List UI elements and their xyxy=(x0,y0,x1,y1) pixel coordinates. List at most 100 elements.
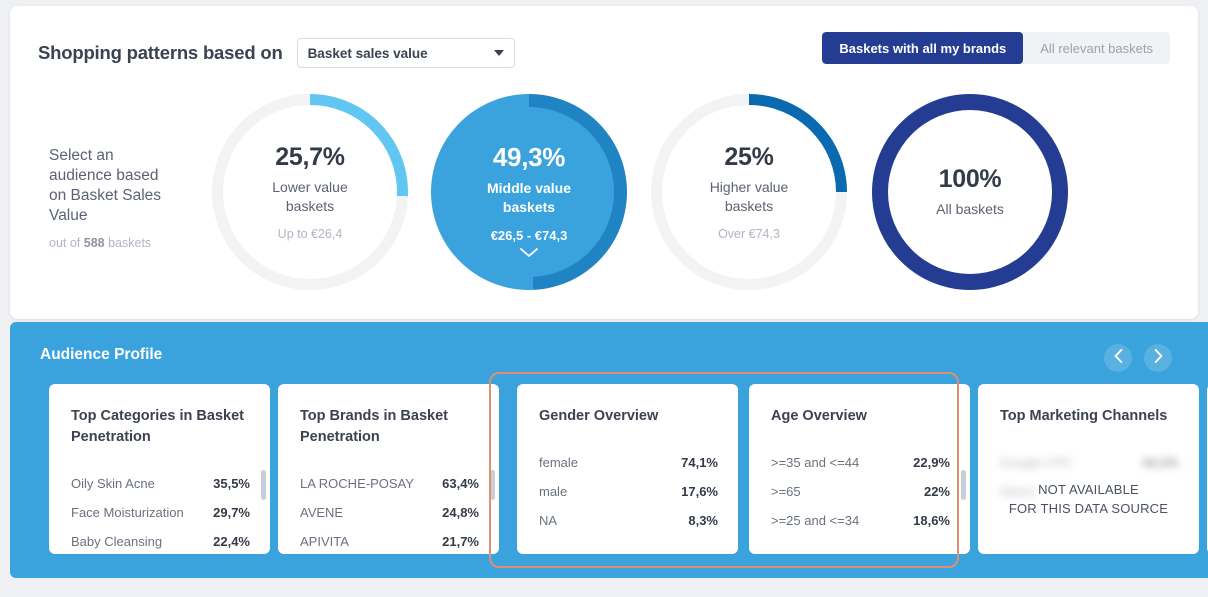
basket-count-note: out of 588 baskets xyxy=(49,236,199,250)
donut-inner-middle: 49,3% Middle value baskets €26,5 - €74,3 xyxy=(444,107,614,277)
list-item: NA 8,3% xyxy=(539,513,718,528)
donut-range-lower: Up to €26,4 xyxy=(277,227,343,241)
donut-percent-lower: 25,7% xyxy=(275,143,345,171)
row-label: >=25 and <=34 xyxy=(771,513,860,528)
row-label: Google CPC xyxy=(1000,455,1073,470)
select-value: Basket sales value xyxy=(307,45,428,61)
donut-label-higher-l2: baskets xyxy=(724,198,774,214)
row-value: 22,4% xyxy=(213,534,250,549)
donut-label-middle: Middle value baskets xyxy=(487,179,571,217)
intro-line-1: Select an xyxy=(49,147,114,164)
card-rows-blurred: Google CPC 44,3% Direct xyxy=(1000,455,1179,499)
unavailable-line-1: NOT AVAILABLE xyxy=(1038,482,1139,497)
card-rows: >=35 and <=44 22,9% >=65 22% >=25 and <=… xyxy=(771,455,950,528)
donut-inner-all: 100% All baskets xyxy=(888,110,1052,274)
carousel-next-button[interactable] xyxy=(1144,344,1172,372)
audience-profile-panel: Audience Profile Top Categories in Baske… xyxy=(10,322,1208,578)
list-item: male 17,6% xyxy=(539,484,718,499)
row-label: >=35 and <=44 xyxy=(771,455,860,470)
donut-middle-value-baskets[interactable]: 49,3% Middle value baskets €26,5 - €74,3 xyxy=(431,94,627,290)
donut-label-lower-l2: baskets xyxy=(285,198,335,214)
card-rows: LA ROCHE-POSAY 63,4% AVENE 24,8% APIVITA… xyxy=(300,476,479,549)
row-value: 17,6% xyxy=(681,484,718,499)
list-item: >=25 and <=34 18,6% xyxy=(771,513,950,528)
row-label: Baby Cleansing xyxy=(71,534,163,549)
carousel-prev-button[interactable] xyxy=(1104,344,1132,372)
card-gender-overview[interactable]: Gender Overview female 74,1% male 17,6% … xyxy=(517,384,738,554)
basket-metric-select[interactable]: Basket sales value xyxy=(296,38,515,68)
chevron-down-icon[interactable] xyxy=(520,245,538,263)
row-value: 21,7% xyxy=(442,534,479,549)
row-value: 24,8% xyxy=(442,505,479,520)
chevron-down-icon xyxy=(493,50,504,56)
data-unavailable-message: NOT AVAILABLE FOR THIS DATA SOURCE xyxy=(978,480,1199,518)
row-label: NA xyxy=(539,513,558,528)
card-rows: female 74,1% male 17,6% NA 8,3% xyxy=(539,455,718,528)
list-item: >=35 and <=44 22,9% xyxy=(771,455,950,470)
donut-label-middle-l2: baskets xyxy=(502,198,556,215)
intro-line-3: on Basket Sales xyxy=(49,187,162,204)
list-item: >=65 22% xyxy=(771,484,950,499)
audience-profile-title: Audience Profile xyxy=(40,346,163,363)
donut-label-higher: Higher value baskets xyxy=(710,178,789,216)
card-scrollbar[interactable] xyxy=(961,470,966,500)
list-item: Google CPC 44,3% xyxy=(1000,455,1179,470)
list-item: Baby Cleansing 22,4% xyxy=(71,534,250,549)
unavailable-line-2: FOR THIS DATA SOURCE xyxy=(1008,501,1169,516)
donut-all-baskets[interactable]: 100% All baskets xyxy=(872,94,1068,290)
donut-higher-value-baskets[interactable]: 25% Higher value baskets Over €74,3 xyxy=(651,94,847,290)
intro-line-4: Value xyxy=(49,207,88,224)
list-item: LA ROCHE-POSAY 63,4% xyxy=(300,476,479,491)
toggle-all-relevant-baskets[interactable]: All relevant baskets xyxy=(1040,40,1153,56)
card-title: Age Overview xyxy=(771,408,867,424)
donut-lower-value-baskets[interactable]: 25,7% Lower value baskets Up to €26,4 xyxy=(212,94,408,290)
page-title: Shopping patterns based on xyxy=(38,42,283,63)
list-item: APIVITA 21,7% xyxy=(300,534,479,549)
donut-label-middle-l1: Middle value xyxy=(486,179,572,196)
row-label: >=65 xyxy=(771,484,801,499)
card-top-marketing-channels[interactable]: Top Marketing Channels Google CPC 44,3% … xyxy=(978,384,1199,554)
row-value: 35,5% xyxy=(213,476,250,491)
donut-inner-higher: 25% Higher value baskets Over €74,3 xyxy=(662,105,836,279)
list-item: Direct xyxy=(1000,484,1179,499)
card-scrollbar[interactable] xyxy=(490,470,495,500)
row-value: 44,3% xyxy=(1142,455,1179,470)
row-value: 22,9% xyxy=(913,455,950,470)
basket-scope-toggle[interactable]: Baskets with all my brands All relevant … xyxy=(822,32,1170,64)
shopping-patterns-panel: Shopping patterns based on Basket sales … xyxy=(10,6,1198,319)
row-label: LA ROCHE-POSAY xyxy=(300,476,414,491)
row-value: 22% xyxy=(923,484,950,499)
card-top-categories[interactable]: Top Categories in Basket Penetration Oil… xyxy=(49,384,270,554)
donut-label-lower-l1: Lower value xyxy=(272,179,348,195)
list-item: Face Moisturization 29,7% xyxy=(71,505,250,520)
row-label: AVENE xyxy=(300,505,344,520)
donut-range-higher: Over €74,3 xyxy=(718,227,780,241)
row-label: Oily Skin Acne xyxy=(71,476,155,491)
chevron-left-icon xyxy=(1114,348,1123,368)
audience-cards-carousel: Top Categories in Basket Penetration Oil… xyxy=(10,384,1208,564)
row-value: 8,3% xyxy=(688,513,718,528)
donut-label-lower: Lower value baskets xyxy=(272,178,348,216)
chevron-right-icon xyxy=(1154,348,1163,368)
donut-percent-middle: 49,3% xyxy=(492,141,566,172)
card-top-brands[interactable]: Top Brands in Basket Penetration LA ROCH… xyxy=(278,384,499,554)
basket-count-suffix: baskets xyxy=(104,236,152,250)
card-rows: Oily Skin Acne 35,5% Face Moisturization… xyxy=(71,476,250,549)
list-item: female 74,1% xyxy=(539,455,718,470)
row-label: Direct xyxy=(1000,484,1034,499)
donut-percent-higher: 25% xyxy=(724,143,774,171)
card-age-overview[interactable]: Age Overview >=35 and <=44 22,9% >=65 22… xyxy=(749,384,970,554)
donut-percent-all: 100% xyxy=(938,165,1002,193)
toggle-baskets-with-my-brands[interactable]: Baskets with all my brands xyxy=(822,32,1024,64)
row-value: 18,6% xyxy=(913,513,950,528)
card-scrollbar[interactable] xyxy=(261,470,266,500)
basket-count-value: 588 xyxy=(83,236,105,250)
donut-range-middle: €26,5 - €74,3 xyxy=(490,227,568,243)
basket-value-donuts: Select an audience based on Basket Sales… xyxy=(10,84,1198,304)
donut-inner-lower: 25,7% Lower value baskets Up to €26,4 xyxy=(223,105,397,279)
row-label: APIVITA xyxy=(300,534,349,549)
row-value: 63,4% xyxy=(442,476,479,491)
donut-label-higher-l1: Higher value xyxy=(709,179,789,195)
row-value: 74,1% xyxy=(681,455,718,470)
